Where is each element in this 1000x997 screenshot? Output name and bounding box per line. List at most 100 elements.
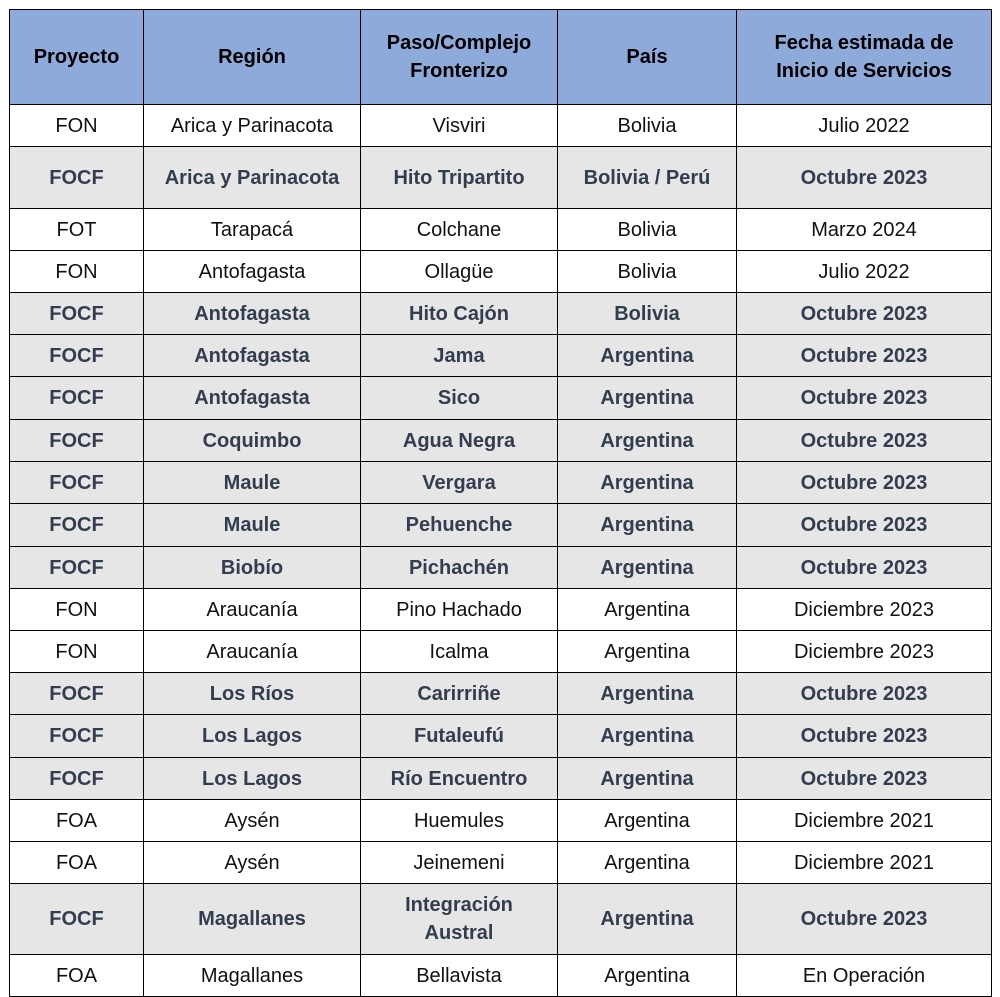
cell-paso: Pino Hachado	[360, 588, 558, 631]
cell-region: Magallanes	[143, 883, 361, 955]
cell-fecha: Octubre 2023	[736, 376, 992, 420]
cell-pais: Argentina	[557, 714, 737, 758]
cell-region: Antofagasta	[143, 376, 361, 420]
cell-region: Biobío	[143, 546, 361, 589]
cell-paso: Hito Cajón	[360, 292, 558, 335]
cell-proyecto: FOCF	[9, 714, 144, 758]
cell-proyecto: FOA	[9, 799, 144, 842]
cell-fecha: Diciembre 2023	[736, 588, 992, 631]
header-region: Región	[143, 9, 361, 105]
cell-region: Los Ríos	[143, 672, 361, 715]
cell-paso: Icalma	[360, 630, 558, 673]
cell-paso: Vergara	[360, 461, 558, 504]
cell-pais: Argentina	[557, 461, 737, 504]
table-row: FON Antofagasta Ollagüe Bolivia Julio 2022	[9, 250, 992, 293]
table-row: FOCF Arica y Parinacota Hito Tripartito Bol…	[9, 146, 992, 209]
cell-pais: Bolivia	[557, 292, 737, 335]
cell-region: Araucanía	[143, 588, 361, 631]
cell-pais: Argentina	[557, 419, 737, 462]
cell-proyecto: FOCF	[9, 883, 144, 955]
header-proyecto: Proyecto	[9, 9, 144, 105]
table-row: FOCF Los Lagos Río Encuentro Argentina Octub…	[9, 757, 992, 800]
cell-fecha: Octubre 2023	[736, 883, 992, 955]
cell-pais: Bolivia / Perú	[557, 146, 737, 209]
cell-pais: Bolivia	[557, 208, 737, 251]
cell-fecha: Octubre 2023	[736, 334, 992, 377]
cell-proyecto: FOCF	[9, 503, 144, 547]
cell-pais: Bolivia	[557, 250, 737, 293]
cell-pais: Argentina	[557, 757, 737, 800]
cell-paso: Integración Austral	[360, 883, 558, 955]
cell-proyecto: FOCF	[9, 757, 144, 800]
cell-proyecto: FOA	[9, 841, 144, 884]
table-row: FOCF Maule Vergara Argentina Octubre 2023	[9, 461, 992, 504]
cell-pais: Argentina	[557, 954, 737, 997]
cell-pais: Argentina	[557, 546, 737, 589]
table-row: FOCF Los Ríos Carirriñe Argentina Octubre 20…	[9, 672, 992, 715]
table-row: FOCF Magallanes Integración Austral Argenti…	[9, 883, 992, 955]
cell-proyecto: FOCF	[9, 292, 144, 335]
cell-proyecto: FOCF	[9, 672, 144, 715]
cell-fecha: En Operación	[736, 954, 992, 997]
border-crossings-table: Proyecto Región Paso/Complejo Fronterizo…	[9, 9, 992, 997]
cell-paso: Pehuenche	[360, 503, 558, 547]
cell-paso: Pichachén	[360, 546, 558, 589]
table-row: FOCF Los Lagos Futaleufú Argentina Octubre 2…	[9, 714, 992, 758]
cell-pais: Bolivia	[557, 104, 737, 147]
table-row: FOCF Biobío Pichachén Argentina Octubre 2023	[9, 546, 992, 589]
cell-pais: Argentina	[557, 588, 737, 631]
table-row: FOA Aysén Huemules Argentina Diciembre 2021	[9, 799, 992, 842]
cell-fecha: Octubre 2023	[736, 503, 992, 547]
header-paso: Paso/Complejo Fronterizo	[360, 9, 558, 105]
cell-pais: Argentina	[557, 672, 737, 715]
cell-paso: Colchane	[360, 208, 558, 251]
cell-fecha: Diciembre 2023	[736, 630, 992, 673]
cell-region: Magallanes	[143, 954, 361, 997]
cell-proyecto: FON	[9, 630, 144, 673]
cell-fecha: Octubre 2023	[736, 419, 992, 462]
cell-region: Araucanía	[143, 630, 361, 673]
cell-proyecto: FOCF	[9, 334, 144, 377]
cell-paso: Huemules	[360, 799, 558, 842]
cell-region: Tarapacá	[143, 208, 361, 251]
table-row: FOCF Antofagasta Jama Argentina Octubre 2023	[9, 334, 992, 377]
cell-pais: Argentina	[557, 630, 737, 673]
cell-paso: Jama	[360, 334, 558, 377]
cell-fecha: Marzo 2024	[736, 208, 992, 251]
cell-proyecto: FON	[9, 588, 144, 631]
cell-proyecto: FOCF	[9, 419, 144, 462]
cell-region: Los Lagos	[143, 714, 361, 758]
cell-paso: Agua Negra	[360, 419, 558, 462]
header-fecha-text: Fecha estimada de Inicio de Servicios	[774, 32, 954, 82]
table-body: FON Arica y Parinacota Visviri Bolivia Julio…	[9, 104, 992, 997]
cell-proyecto: FOCF	[9, 146, 144, 209]
cell-proyecto: FON	[9, 250, 144, 293]
cell-pais: Argentina	[557, 841, 737, 884]
header-fecha: Fecha estimada de Inicio de Servicios	[736, 9, 992, 105]
cell-fecha: Octubre 2023	[736, 292, 992, 335]
cell-pais: Argentina	[557, 376, 737, 420]
table-row: FOT Tarapacá Colchane Bolivia Marzo 2024	[9, 208, 992, 251]
cell-pais: Argentina	[557, 799, 737, 842]
cell-region: Coquimbo	[143, 419, 361, 462]
table-row: FOCF Antofagasta Hito Cajón Bolivia Octubre …	[9, 292, 992, 335]
cell-proyecto: FOCF	[9, 376, 144, 420]
cell-paso: Jeinemeni	[360, 841, 558, 884]
cell-paso: Hito Tripartito	[360, 146, 558, 209]
table-row: FON Arica y Parinacota Visviri Bolivia Julio…	[9, 104, 992, 147]
cell-fecha: Octubre 2023	[736, 146, 992, 209]
cell-fecha: Octubre 2023	[736, 757, 992, 800]
cell-region: Antofagasta	[143, 292, 361, 335]
table-row: FON Araucanía Pino Hachado Argentina Diciemb…	[9, 588, 992, 631]
cell-fecha: Julio 2022	[736, 250, 992, 293]
cell-region: Maule	[143, 461, 361, 504]
cell-paso: Sico	[360, 376, 558, 420]
cell-fecha: Octubre 2023	[736, 672, 992, 715]
cell-fecha: Octubre 2023	[736, 461, 992, 504]
header-row: Proyecto Región Paso/Complejo Fronterizo…	[9, 9, 992, 105]
cell-pais: Argentina	[557, 334, 737, 377]
cell-paso: Visviri	[360, 104, 558, 147]
cell-paso: Bellavista	[360, 954, 558, 997]
cell-region: Maule	[143, 503, 361, 547]
cell-proyecto: FON	[9, 104, 144, 147]
